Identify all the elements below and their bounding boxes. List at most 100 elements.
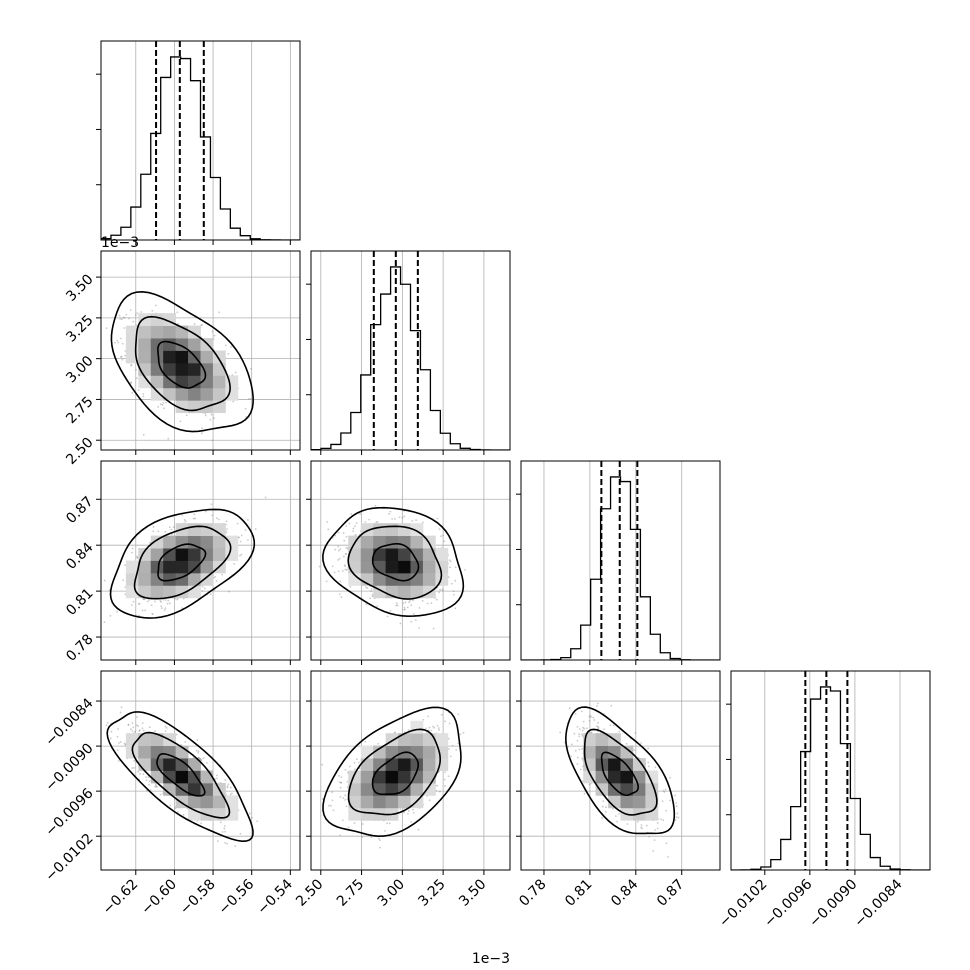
density-cell [212, 535, 226, 549]
sample-point [580, 710, 583, 713]
sample-point [141, 609, 144, 612]
sample-point [428, 726, 431, 729]
density-cell [595, 733, 609, 747]
sample-point [435, 789, 438, 792]
y-tick-label-2-0: 0.78 [63, 631, 96, 664]
density-cell [398, 572, 411, 586]
sample-point [325, 580, 328, 583]
sample-point [137, 725, 139, 727]
density-cell [150, 560, 164, 574]
y-tick-label-2-3: 0.87 [63, 494, 96, 527]
sample-point [142, 433, 145, 436]
sample-point [343, 539, 346, 542]
sample-point [662, 819, 665, 822]
density-cell [225, 807, 239, 821]
sample-point [597, 721, 599, 724]
sample-point [213, 334, 216, 337]
x-tick-label-3-1: −0.0096 [761, 876, 815, 930]
sample-point [384, 830, 387, 832]
density-cell [163, 325, 177, 339]
density-cell [595, 770, 609, 784]
density-cell [188, 400, 201, 414]
sample-point [176, 598, 178, 601]
sample-point [154, 730, 156, 732]
sample-point [665, 809, 668, 812]
sample-point [330, 804, 332, 807]
sample-point [656, 822, 659, 824]
sample-point [192, 517, 195, 520]
sample-point [131, 551, 133, 554]
density-cell [163, 560, 177, 574]
sample-point [339, 786, 342, 789]
density-cell [200, 548, 214, 561]
sample-point [346, 786, 349, 789]
sample-point [462, 731, 465, 734]
sample-point [368, 518, 371, 521]
sample-point [180, 743, 183, 746]
contour-level-2 [109, 508, 256, 619]
sample-point [451, 744, 454, 747]
sample-point [110, 730, 113, 733]
sample-point [576, 756, 579, 759]
sample-point [666, 855, 669, 858]
density-cell [150, 375, 164, 389]
sample-point [226, 785, 229, 788]
density-cell [200, 572, 214, 586]
sample-point [143, 598, 146, 601]
density-cell [188, 523, 201, 537]
sample-point [124, 586, 127, 589]
sample-point [559, 731, 562, 734]
sample-point [389, 510, 392, 513]
sample-point [376, 605, 379, 608]
density-cell [150, 338, 164, 351]
density-cell [138, 572, 152, 586]
density-cell [348, 572, 362, 586]
density-cell [435, 758, 449, 771]
sample-point [677, 816, 680, 819]
density-cell [360, 535, 374, 549]
sample-point [403, 606, 406, 609]
sample-point [404, 601, 407, 604]
sample-point [675, 805, 678, 808]
sample-point [148, 783, 150, 786]
sample-point [582, 726, 584, 729]
sample-point [438, 591, 441, 594]
scatter-panel-1-0 [96, 250, 301, 455]
density-cell [138, 733, 152, 747]
sample-point [216, 777, 218, 780]
sample-point [616, 820, 618, 823]
density-cell [360, 770, 374, 784]
sample-point [138, 614, 140, 617]
sample-point [164, 725, 167, 728]
sample-point [612, 724, 615, 727]
sample-point [570, 755, 572, 758]
density-cell [150, 733, 164, 747]
sample-point [109, 737, 112, 740]
sample-point [318, 565, 321, 568]
sample-point [579, 768, 582, 771]
sample-point [211, 330, 214, 333]
sample-point [455, 749, 458, 751]
sample-point [433, 726, 436, 729]
sample-point [394, 731, 397, 734]
sample-point [138, 730, 141, 732]
panel-frame [730, 670, 931, 871]
sample-point [645, 824, 648, 827]
sample-point [339, 580, 342, 583]
sample-point [138, 602, 141, 605]
density-cell [150, 387, 164, 401]
sample-point [154, 304, 157, 307]
sample-point [596, 702, 599, 705]
density-cell [632, 795, 646, 809]
sample-point [447, 576, 450, 579]
sample-point [662, 789, 665, 792]
sample-point [432, 725, 434, 728]
density-cell [188, 782, 201, 796]
sample-point [200, 822, 203, 825]
sample-point [332, 809, 335, 812]
sample-point [340, 596, 343, 598]
sample-point [127, 723, 130, 726]
sample-point [656, 827, 659, 830]
x-tick-label-2-2: 0.84 [608, 876, 641, 909]
contour-level-2 [110, 290, 254, 433]
